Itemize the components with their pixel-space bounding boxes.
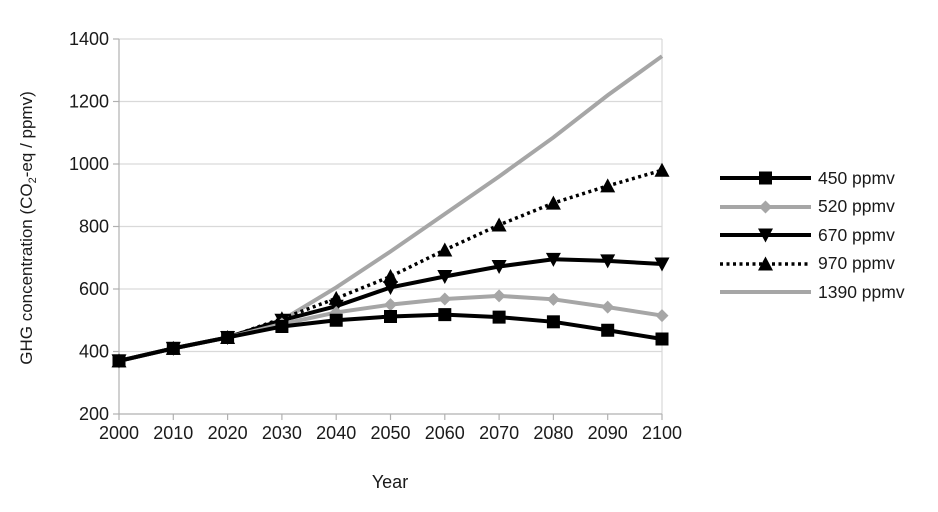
series-450-ppmv — [112, 308, 669, 368]
marker-450-ppmv-2070 — [492, 310, 506, 324]
marker-450-ppmv-2090 — [601, 323, 615, 337]
marker-450-ppmv-2010 — [166, 341, 180, 355]
marker-520-ppmv-2100 — [655, 309, 669, 323]
marker-670-ppmv-2090 — [600, 254, 616, 269]
marker-450-ppmv-2080 — [546, 315, 560, 329]
marker-520-ppmv-2080 — [546, 292, 560, 306]
y-tick-label: 1400 — [69, 29, 109, 49]
marker-450-ppmv-2050 — [384, 310, 397, 323]
y-axis-title-text-suffix: -eq / ppmv) — [16, 91, 36, 178]
marker-450-ppmv-2040 — [329, 313, 343, 327]
legend-label-970-ppmv: 970 ppmv — [818, 253, 895, 274]
y-tick-label: 600 — [79, 279, 109, 299]
marker-670-ppmv-2080 — [545, 252, 561, 267]
x-tick-label: 2010 — [153, 423, 193, 443]
marker-970-ppmv-2090 — [600, 178, 616, 193]
x-tick-label: 2090 — [588, 423, 628, 443]
marker-450-ppmv-2030 — [275, 320, 289, 333]
legend-marker-glyph-670-ppmv — [758, 228, 773, 243]
marker-970-ppmv-2100 — [654, 162, 670, 177]
legend-marker-1390-ppmv — [720, 290, 811, 295]
marker-670-ppmv-2050 — [383, 280, 398, 295]
legend-marker-glyph-970-ppmv — [758, 256, 773, 271]
y-tick-label: 400 — [79, 342, 109, 362]
legend-item-670-ppmv: 670 ppmv — [720, 221, 905, 250]
marker-520-ppmv-2050 — [384, 298, 397, 312]
x-tick-label: 2030 — [262, 423, 302, 443]
marker-520-ppmv-2090 — [601, 300, 615, 314]
x-axis-title: Year — [371, 472, 409, 492]
series-line-970-ppmv — [118, 168, 663, 363]
x-tick-label: 2020 — [208, 423, 248, 443]
legend-marker-glyph-520-ppmv — [759, 200, 772, 214]
x-tick-label: 2100 — [642, 423, 682, 443]
legend-item-970-ppmv: 970 ppmv — [720, 250, 905, 279]
x-tick-label: 2040 — [316, 423, 356, 443]
legend-label-520-ppmv: 520 ppmv — [818, 196, 895, 217]
marker-670-ppmv-2060 — [437, 270, 453, 284]
legend-label-450-ppmv: 450 ppmv — [818, 167, 895, 188]
legend-marker-670-ppmv — [720, 228, 811, 243]
marker-970-ppmv-2060 — [437, 242, 453, 257]
y-tick-label: 1200 — [69, 92, 109, 112]
y-axis-title-text: GHG concentration (CO — [16, 183, 36, 365]
marker-450-ppmv-2020 — [221, 330, 235, 344]
legend-marker-450-ppmv — [720, 171, 811, 185]
marker-450-ppmv-2100 — [655, 332, 669, 346]
legend-item-520-ppmv: 520 ppmv — [720, 193, 905, 222]
marker-450-ppmv-2060 — [438, 308, 452, 322]
series-970-ppmv — [111, 162, 670, 368]
y-tick-label: 1000 — [69, 154, 109, 174]
x-tick-label: 2000 — [99, 423, 139, 443]
legend-label-670-ppmv: 670 ppmv — [818, 224, 895, 245]
y-tick-label: 200 — [79, 404, 109, 424]
y-axis-title: GHG concentration (CO2-eq / ppmv) — [17, 91, 39, 365]
legend: 450 ppmv 520 ppmv 670 ppmv 970 ppmv 1390 ppm… — [720, 164, 905, 307]
marker-520-ppmv-2060 — [438, 292, 452, 306]
legend-marker-970-ppmv — [720, 256, 811, 271]
legend-label-1390-ppmv: 1390 ppmv — [818, 281, 905, 302]
marker-520-ppmv-2070 — [492, 289, 506, 303]
marker-970-ppmv-2080 — [545, 195, 561, 210]
x-tick-label: 2050 — [370, 423, 410, 443]
legend-item-450-ppmv: 450 ppmv — [720, 164, 905, 193]
y-axis-title-subscript: 2 — [27, 177, 40, 184]
legend-item-1390-ppmv: 1390 ppmv — [720, 278, 905, 307]
x-tick-label: 2060 — [425, 423, 465, 443]
marker-450-ppmv-2000 — [112, 354, 126, 368]
marker-670-ppmv-2100 — [654, 257, 670, 272]
x-tick-label: 2080 — [533, 423, 573, 443]
marker-670-ppmv-2070 — [491, 260, 507, 274]
y-tick-label: 800 — [79, 217, 109, 237]
legend-marker-520-ppmv — [720, 200, 811, 214]
marker-970-ppmv-2050 — [383, 269, 398, 283]
legend-marker-glyph-450-ppmv — [759, 171, 772, 185]
x-tick-label: 2070 — [479, 423, 519, 443]
marker-970-ppmv-2070 — [491, 217, 507, 232]
